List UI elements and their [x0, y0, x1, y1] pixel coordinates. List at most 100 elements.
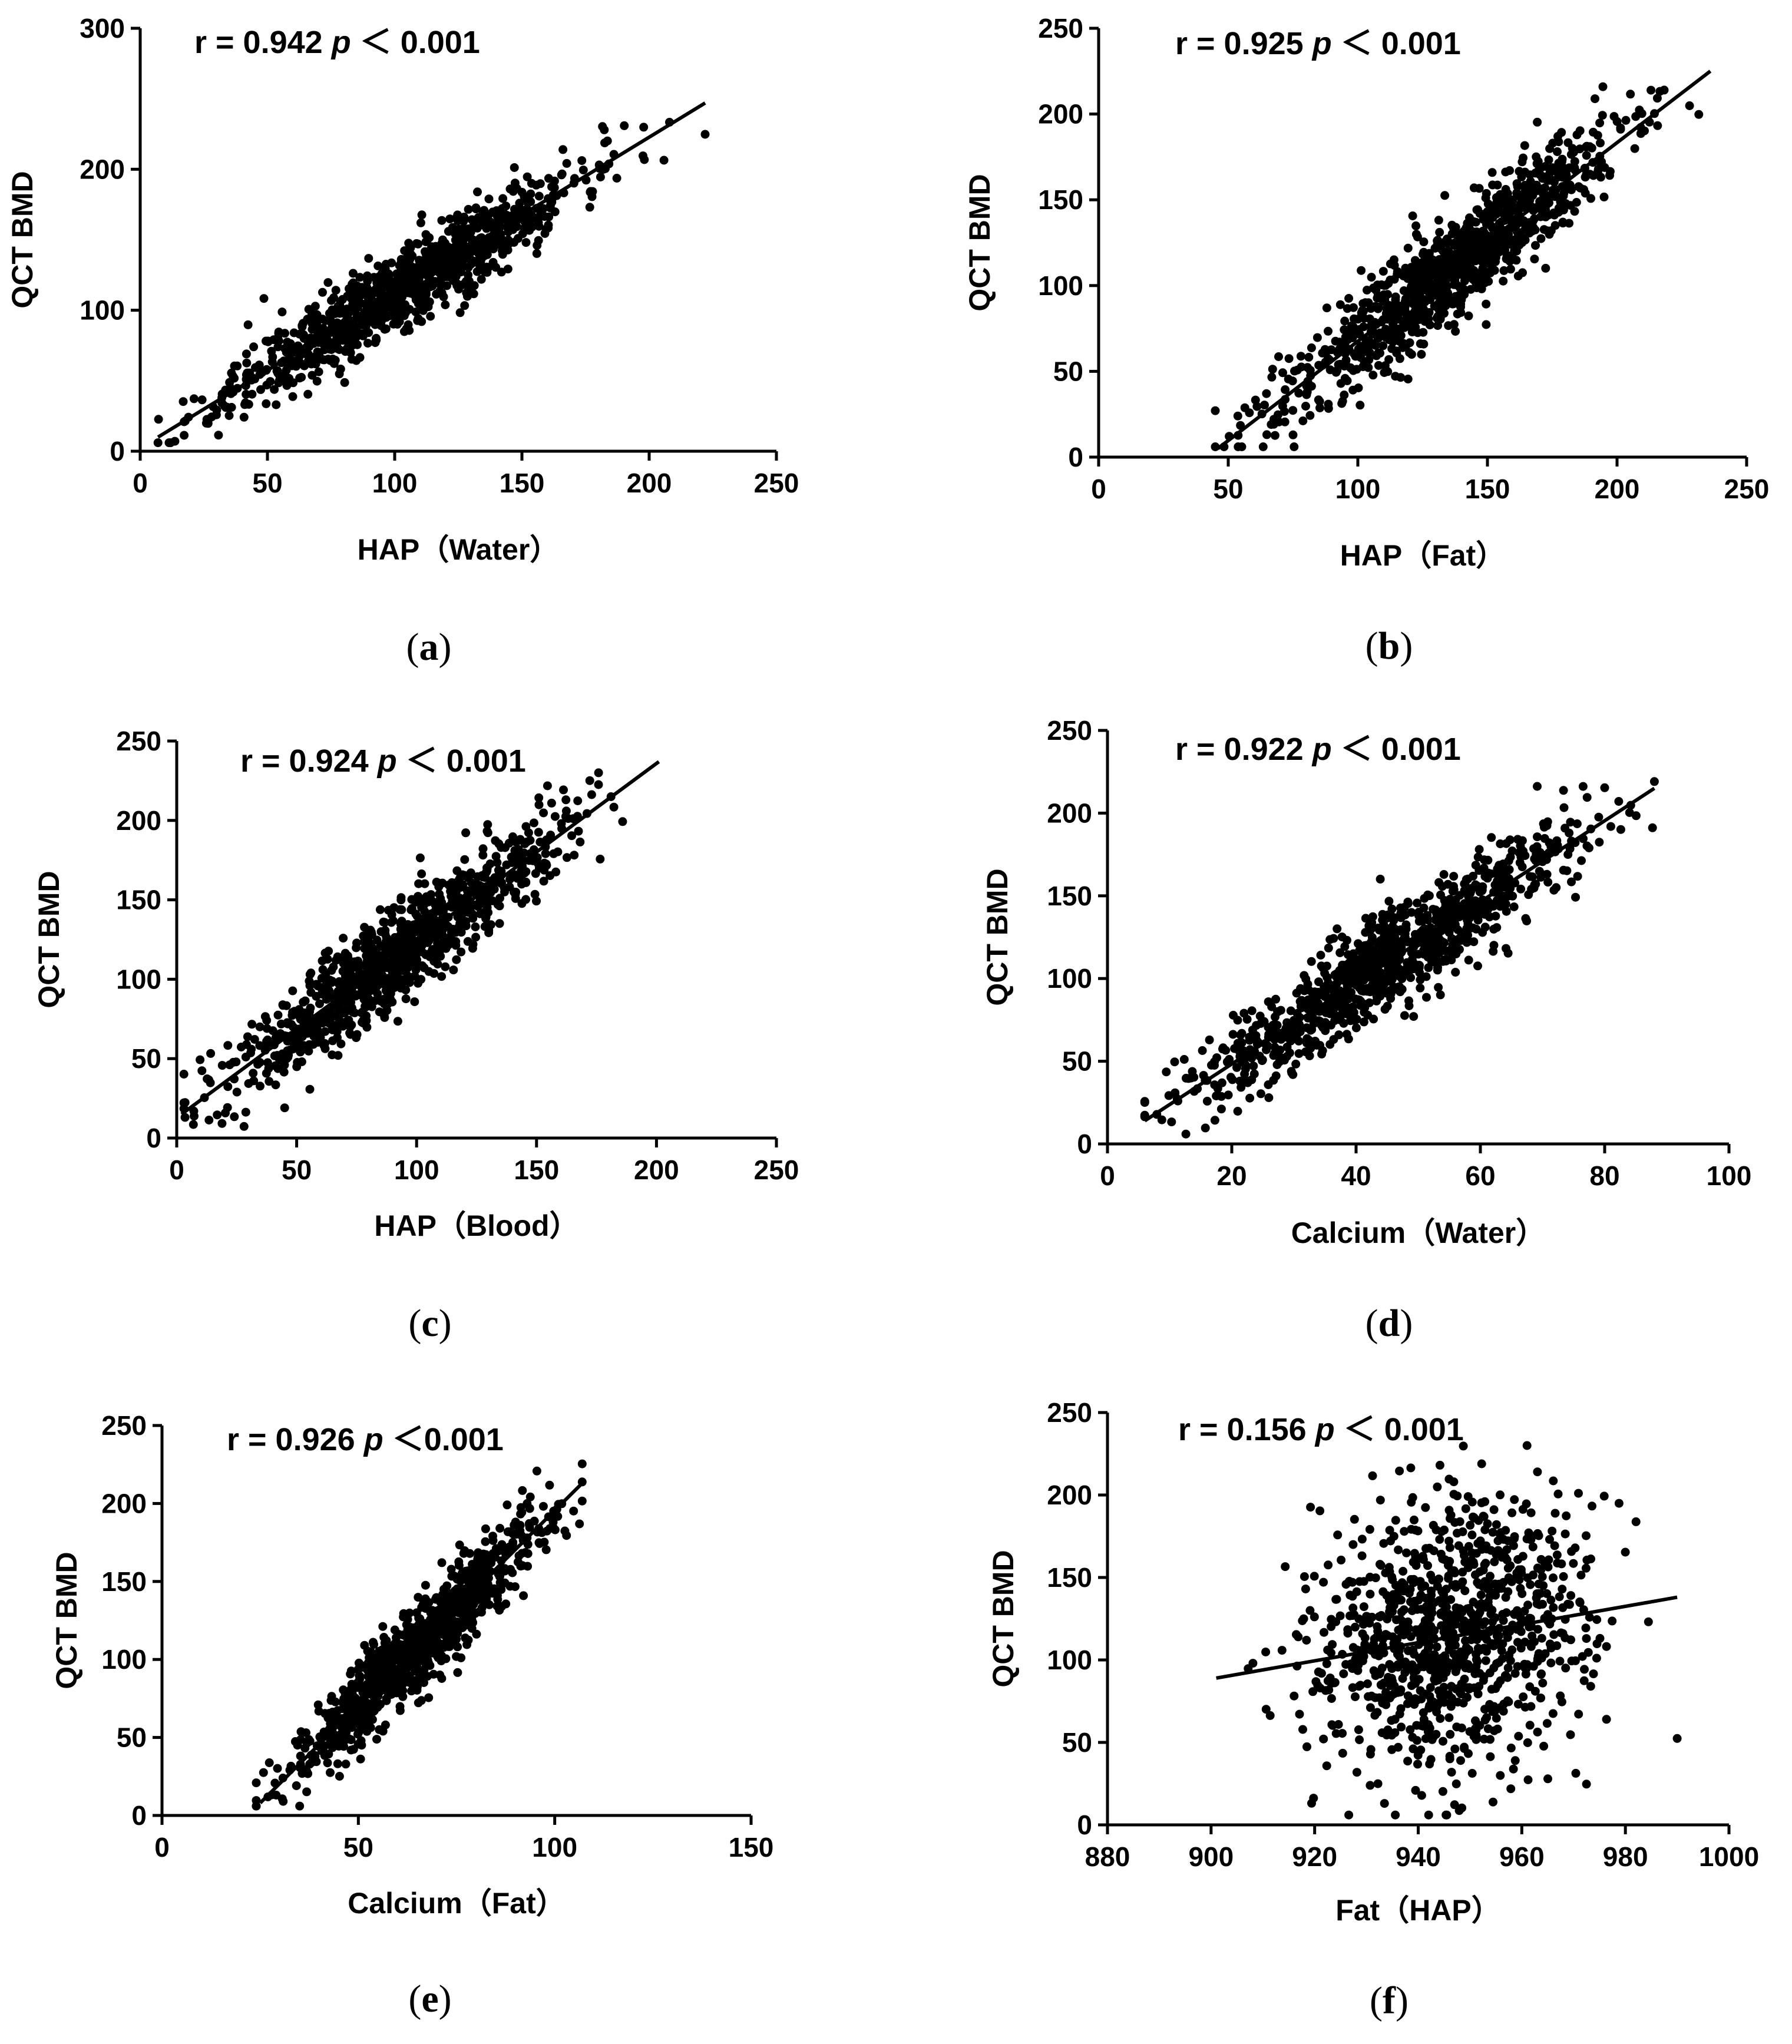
data-point: [1489, 902, 1498, 911]
correlation-annotation: r = 0.925 p ＜ 0.001: [1175, 26, 1461, 61]
p-value: ＜ 0.001: [406, 743, 526, 779]
data-point: [393, 1017, 402, 1026]
data-point: [587, 192, 597, 201]
data-point: [223, 403, 232, 412]
data-point: [1340, 316, 1350, 326]
correlation-annotation: r = 0.924 p ＜ 0.001: [240, 743, 526, 779]
data-point: [1374, 360, 1383, 370]
data-point: [223, 1082, 233, 1092]
data-point: [1294, 1049, 1304, 1059]
data-point: [1513, 182, 1522, 191]
data-point: [1456, 283, 1464, 293]
data-point: [1340, 391, 1349, 399]
data-point: [1570, 157, 1579, 166]
data-point: [1495, 201, 1504, 211]
x-axis-title: HAP（Blood）: [374, 1209, 578, 1242]
data-point: [336, 1039, 346, 1049]
data-point: [483, 820, 492, 829]
data-point: [1573, 872, 1582, 881]
data-point: [378, 1622, 388, 1631]
data-point: [510, 178, 520, 188]
data-point: [1464, 311, 1473, 320]
x-tick-label: 50: [252, 468, 282, 498]
data-point: [1595, 838, 1604, 847]
data-point: [1290, 442, 1299, 451]
data-point: [239, 1122, 249, 1131]
data-point: [600, 125, 609, 134]
data-point: [318, 315, 327, 324]
scatter-points: [153, 118, 710, 448]
data-point: [1431, 905, 1440, 915]
data-point: [534, 221, 544, 231]
panel-label-letter: a: [419, 626, 439, 669]
data-point: [1447, 220, 1457, 230]
data-point: [1252, 402, 1262, 411]
data-point: [541, 1545, 551, 1555]
x-tick-label: 150: [514, 1155, 559, 1185]
data-point: [1333, 924, 1342, 934]
data-point: [517, 1507, 527, 1517]
data-point: [561, 795, 571, 805]
data-point: [1405, 338, 1414, 348]
data-point: [539, 877, 548, 886]
data-point: [594, 768, 603, 778]
data-point: [1518, 268, 1527, 277]
data-point: [1381, 281, 1390, 290]
data-point: [1268, 365, 1277, 374]
data-point: [481, 249, 490, 258]
data-point: [534, 191, 544, 201]
data-point: [463, 937, 472, 946]
data-point: [1255, 1011, 1265, 1021]
data-point: [456, 224, 465, 234]
data-point: [1563, 850, 1573, 859]
data-point: [462, 1620, 472, 1630]
data-point: [1492, 923, 1502, 932]
data-point: [202, 415, 211, 424]
data-point: [380, 918, 389, 927]
data-point: [544, 212, 554, 221]
data-point: [288, 986, 297, 995]
data-point: [544, 220, 553, 230]
data-point: [401, 994, 411, 1004]
data-point: [402, 1629, 412, 1639]
panel-label-open: (: [408, 1302, 421, 1345]
data-point: [364, 254, 373, 263]
data-point: [1408, 211, 1417, 220]
data-point: [1482, 320, 1491, 329]
data-point: [1413, 898, 1421, 908]
data-point: [1364, 363, 1373, 372]
data-point: [1340, 325, 1349, 335]
data-point: [1267, 420, 1276, 429]
data-point: [1343, 376, 1352, 385]
y-tick-label: 250: [116, 726, 161, 756]
x-axis-title: Calcium（Water）: [1291, 1216, 1546, 1249]
data-point: [1626, 90, 1635, 99]
data-point: [1503, 238, 1513, 247]
data-point: [1599, 192, 1609, 201]
data-point: [439, 270, 449, 279]
data-point: [497, 267, 506, 277]
data-point: [345, 307, 354, 317]
data-point: [1489, 941, 1499, 950]
data-point: [1515, 167, 1524, 176]
data-point: [1582, 151, 1591, 160]
data-point: [452, 955, 461, 964]
data-point: [233, 361, 242, 371]
data-point: [229, 1057, 238, 1067]
data-point: [1327, 1005, 1336, 1014]
data-point: [1411, 221, 1421, 230]
data-point: [339, 958, 348, 968]
data-point: [1396, 903, 1405, 912]
data-point: [564, 814, 573, 823]
data-point: [328, 1050, 337, 1060]
data-point: [1407, 350, 1416, 359]
data-point: [480, 907, 490, 917]
data-point: [259, 1768, 268, 1777]
data-point: [242, 358, 252, 368]
data-point: [421, 247, 429, 256]
x-tick-label: 100: [1707, 1160, 1752, 1191]
data-point: [292, 360, 302, 370]
data-point: [1465, 213, 1474, 223]
data-point: [466, 868, 475, 878]
data-point: [1310, 987, 1320, 997]
